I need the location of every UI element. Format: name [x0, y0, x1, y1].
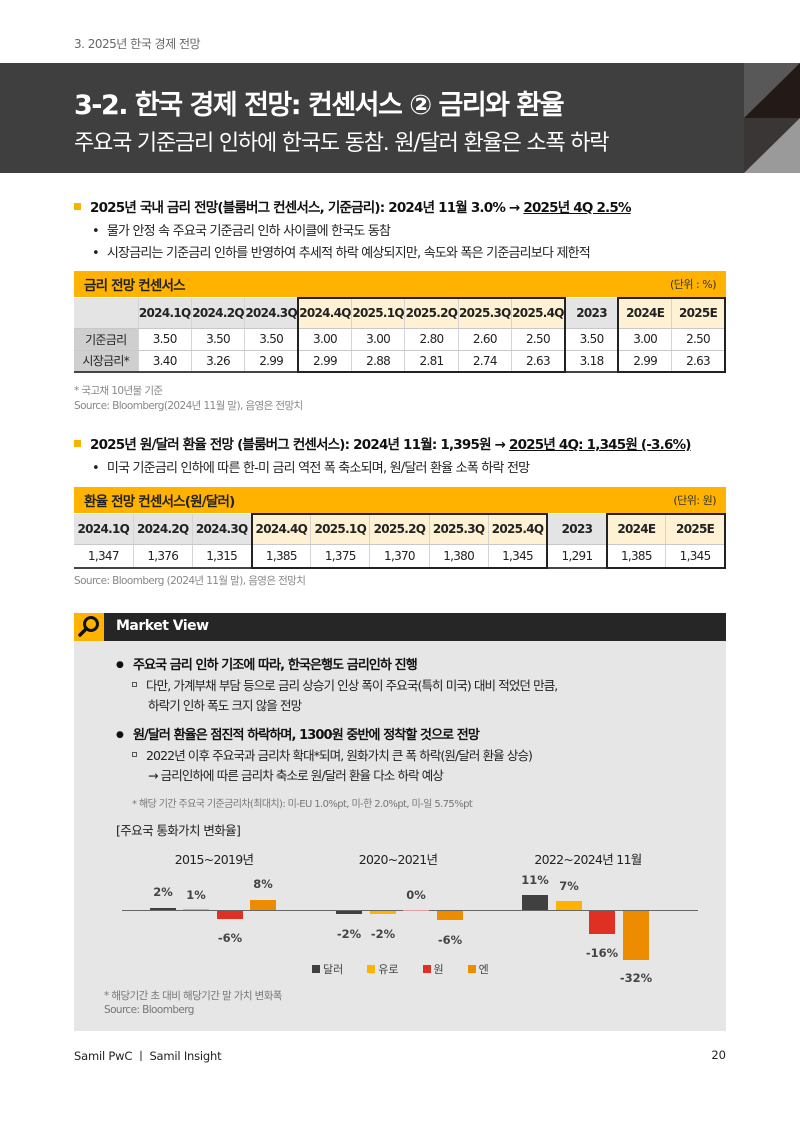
bar-euro [556, 901, 582, 910]
chart-label: [주요국 통화가치 변화율] [116, 823, 241, 838]
legend-item-yen: 엔 [467, 961, 489, 977]
market-view-panel: Market View 주요국 금리 인하 기조에 따라, 한국은행도 금리인하… [74, 613, 726, 1031]
currency-change-chart: 2015~2019년 2020~2021년 2022~2024년 11월 2% … [74, 843, 726, 1023]
rate-table: 금리 전망 컨센서스 (단위 : %) 2024.1Q 2024.2Q 2024… [74, 271, 727, 373]
chart-group-title: 2015~2019년 [174, 852, 254, 867]
square-bullet-icon [74, 202, 81, 210]
corner-decoration-icon [744, 63, 800, 173]
page-number: 20 [711, 1048, 726, 1062]
bar-dollar [336, 911, 362, 914]
footer-brand: Samil PwC ㅣ Samil Insight [74, 1049, 222, 1063]
rate-source: Source: Bloomberg(2024년 11월 말), 음영은 전망치 [74, 400, 303, 412]
bar-euro [370, 911, 396, 914]
rate-table-header: 금리 전망 컨센서스 (단위 : %) [74, 271, 726, 297]
title-band: 3-2. 한국 경제 전망: 컨센서스 ② 금리와 환율 주요국 기준금리 인하… [0, 63, 800, 173]
market-view-subpoint: 2022년 이후 주요국과 금리차 확대*되며, 원화가치 큰 폭 하락(원/달… [132, 746, 533, 766]
bar-dollar [522, 895, 548, 910]
fx-table: 환율 전망 컨센서스(원/달러) (단위: 원) 2024.1Q 2024.2Q… [74, 487, 727, 569]
table-row: 시장금리* 3.40 3.26 2.99 2.99 2.88 2.81 2.74… [74, 350, 727, 373]
market-view-point: 주요국 금리 인하 기조에 따라, 한국은행도 금리인하 진행 [116, 654, 418, 673]
page-subtitle: 주요국 기준금리 인하에 한국도 동참. 원/달러 환율은 소폭 하락 [74, 131, 610, 156]
chart-legend: 달러 유로 원 엔 [312, 961, 489, 977]
fx-source: Source: Bloomberg (2024년 11월 말), 음영은 전망치 [74, 575, 306, 587]
bar-yen [250, 900, 276, 910]
page-title: 3-2. 한국 경제 전망: 컨센서스 ② 금리와 환율 [74, 90, 565, 121]
bar-won [589, 911, 615, 934]
rate-bullet: 물가 안정 속 주요국 기준금리 인하 사이클에 한국도 동참 [92, 220, 391, 239]
legend-item-won: 원 [422, 961, 444, 977]
chart-group-title: 2022~2024년 11월 [534, 852, 642, 867]
fx-section-heading: 2025년 원/달러 환율 전망 (블룸버그 컨센서스): 2024년 11월:… [74, 433, 691, 453]
rate-footnote: * 국고채 10년물 기준 [74, 385, 163, 397]
chart-footnote: * 해당기간 초 대비 해당기간 말 가치 변화폭 [104, 990, 282, 1002]
bar-won [403, 910, 429, 911]
breadcrumb: 3. 2025년 한국 경제 전망 [74, 37, 201, 51]
square-bullet-icon [74, 439, 81, 447]
market-view-subpoint-cont: 하락기 인하 폭도 크지 않을 전망 [148, 698, 302, 713]
table-row: 기준금리 3.50 3.50 3.50 3.00 3.00 2.80 2.60 … [74, 328, 727, 351]
bar-yen [623, 911, 649, 960]
market-view-footnote: * 해당 기간 주요국 기준금리차(최대치): 미-EU 1.0%pt, 미-한… [132, 799, 473, 810]
chart-source: Source: Bloomberg [104, 1004, 194, 1016]
magnifier-icon [74, 613, 104, 641]
bar-euro [183, 909, 209, 910]
bar-yen [437, 911, 463, 920]
chart-group-title: 2020~2021년 [358, 852, 438, 867]
bar-won [217, 911, 243, 919]
legend-item-dollar: 달러 [312, 961, 343, 977]
market-view-point: 원/달러 환율은 점진적 하락하며, 1300원 중반에 정착할 것으로 전망 [116, 724, 480, 743]
fx-table-header: 환율 전망 컨센서스(원/달러) (단위: 원) [74, 487, 726, 513]
market-view-title: Market View [116, 618, 209, 634]
legend-item-euro: 유로 [367, 961, 399, 977]
rate-section-heading: 2025년 국내 금리 전망(블룸버그 컨센서스, 기준금리): 2024년 1… [74, 196, 631, 216]
market-view-header: Market View [74, 613, 726, 641]
rate-bullet: 시장금리는 기준금리 인하를 반영하여 추세적 하락 예상되지만, 속도와 폭은… [92, 242, 591, 261]
market-view-subpoint: 다만, 가계부채 부담 등으로 금리 상승기 인상 폭이 주요국(특히 미국) … [132, 676, 558, 696]
bar-dollar [150, 908, 176, 910]
market-view-subpoint-cont: → 금리인하에 따른 금리차 축소로 원/달러 환율 다소 하락 예상 [148, 768, 444, 783]
fx-bullet: 미국 기준금리 인하에 따른 한-미 금리 역전 폭 축소되며, 원/달러 환율… [92, 457, 530, 476]
table-row: 1,347 1,376 1,315 1,385 1,375 1,370 1,38… [74, 544, 727, 569]
